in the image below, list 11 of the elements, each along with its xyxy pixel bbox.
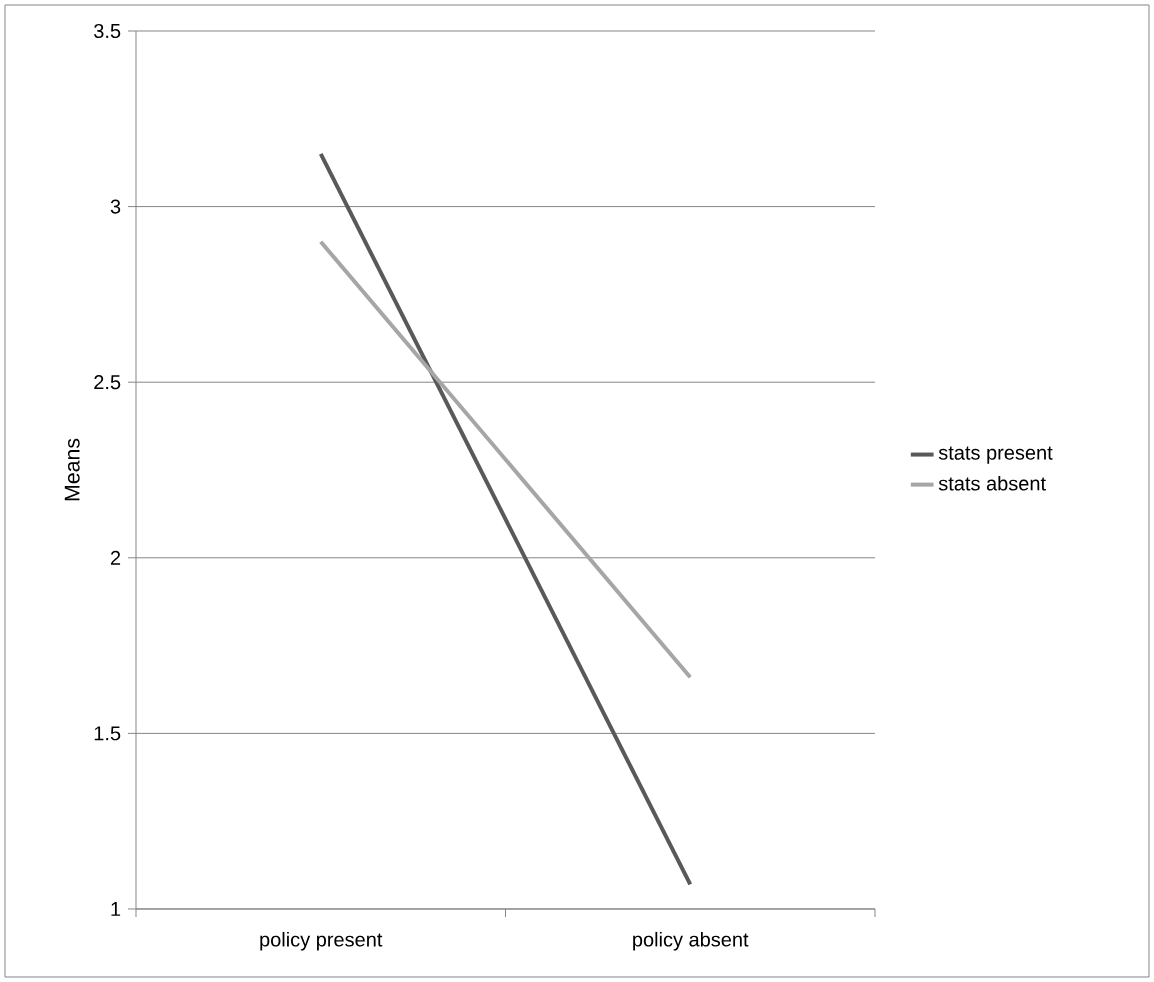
x-tick-label: policy absent xyxy=(633,931,749,951)
y-tick-label: 1.5 xyxy=(94,726,121,741)
y-tick-label: 3.5 xyxy=(94,23,121,39)
legend-label: stats absent xyxy=(938,475,1046,491)
y-tick-label: 2 xyxy=(110,550,121,565)
legend-label: stats present xyxy=(938,446,1053,464)
y-tick-label: 1 xyxy=(111,902,121,916)
x-tick-label: policy present xyxy=(260,931,383,951)
y-tick-label: 3 xyxy=(110,199,121,214)
y-tick-label: 2.5 xyxy=(94,375,121,390)
y-axis-title: Means xyxy=(64,438,80,501)
